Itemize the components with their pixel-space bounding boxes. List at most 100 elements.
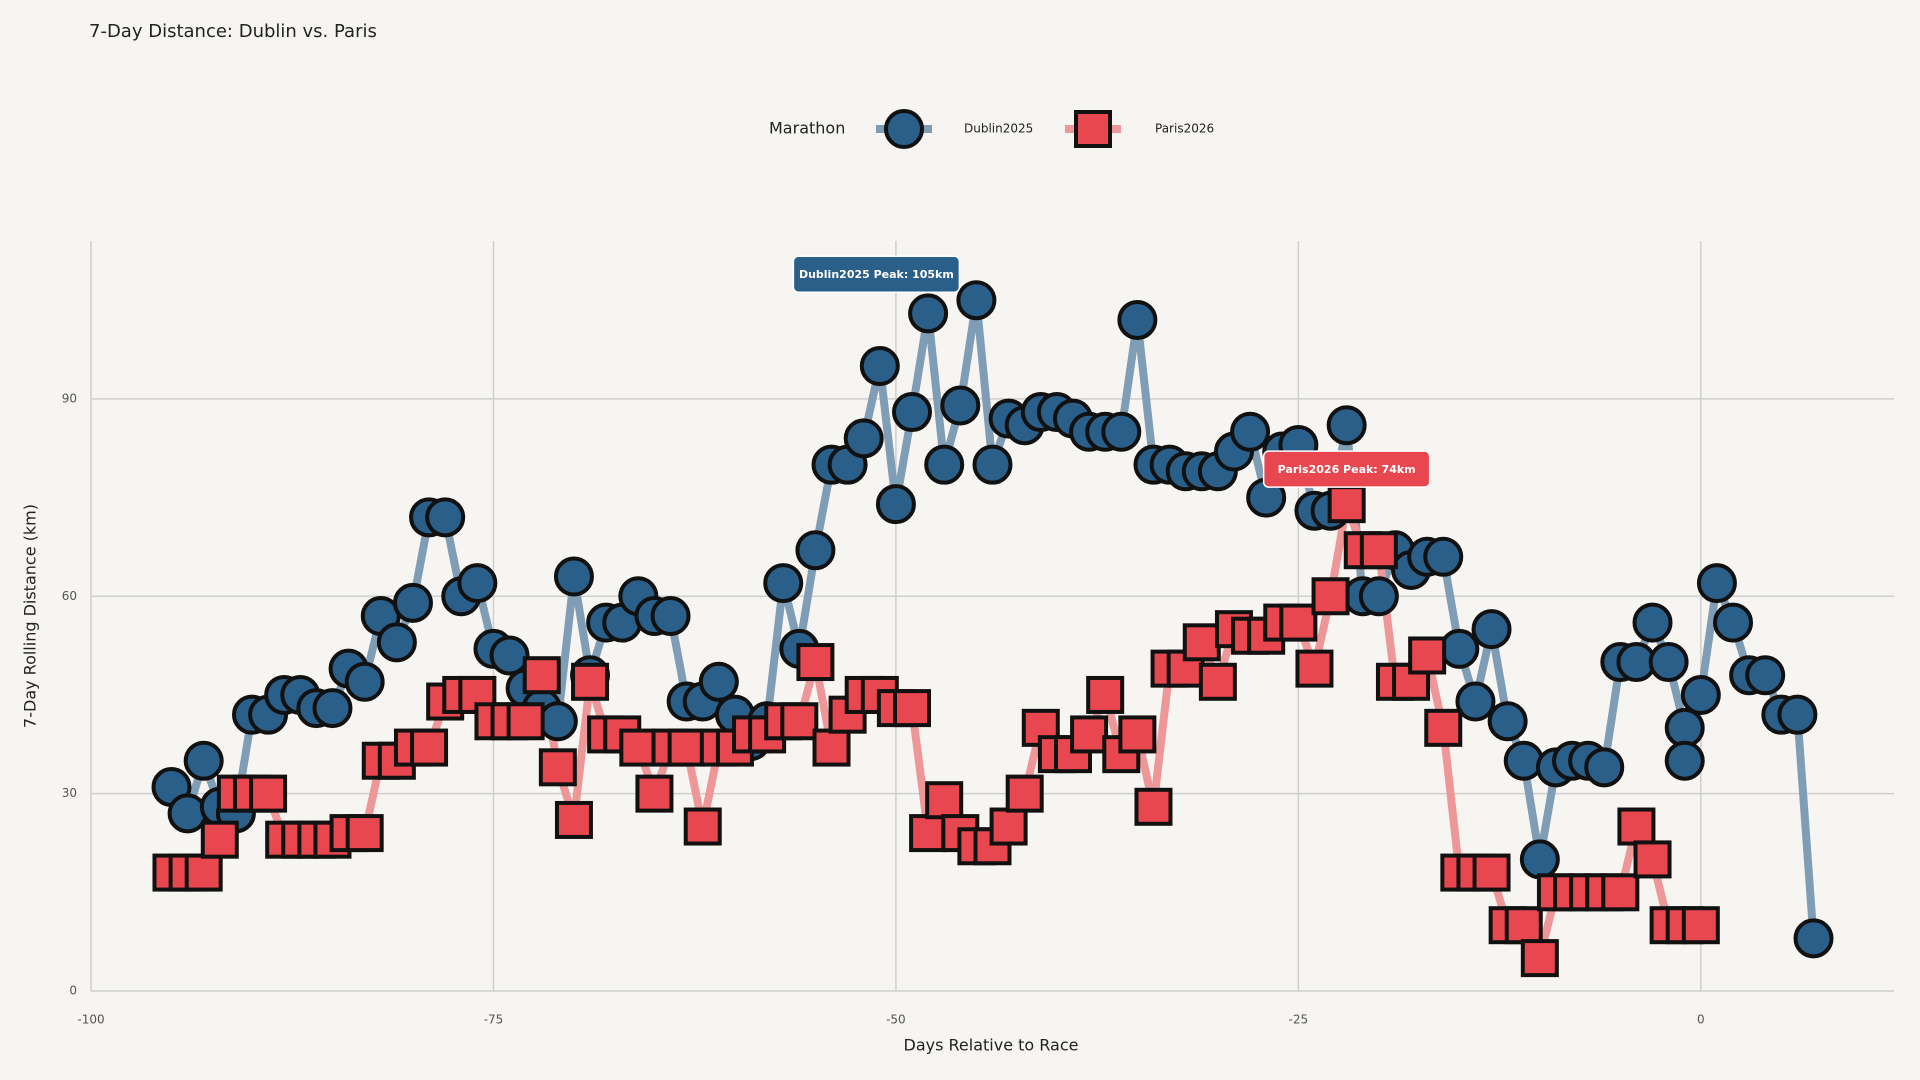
- legend-marker: [884, 109, 924, 149]
- marker: [698, 661, 739, 702]
- marker: [1326, 405, 1367, 446]
- legend-label: Paris2026: [1155, 122, 1214, 136]
- marker: [667, 728, 706, 767]
- chart-title: 7-Day Distance: Dublin vs. Paris: [89, 21, 377, 42]
- marker: [956, 280, 997, 321]
- marker: [1086, 675, 1125, 714]
- marker: [1680, 674, 1721, 715]
- marker: [1311, 577, 1350, 616]
- marker: [1519, 839, 1560, 880]
- plot-area: [151, 280, 1834, 978]
- x-tick-label: -25: [1289, 1013, 1309, 1027]
- marker: [1359, 531, 1398, 570]
- marker: [1070, 715, 1109, 754]
- marker: [1117, 299, 1158, 340]
- marker: [1664, 707, 1705, 748]
- marker: [1455, 681, 1496, 722]
- marker: [1504, 906, 1543, 945]
- marker: [1101, 411, 1142, 452]
- marker: [1424, 708, 1463, 747]
- y-tick-label: 90: [62, 391, 77, 405]
- marker: [909, 814, 948, 853]
- marker: [940, 385, 981, 426]
- marker: [249, 774, 288, 813]
- marker: [1423, 536, 1464, 577]
- marker: [1487, 701, 1528, 742]
- legend-title: Marathon: [769, 119, 845, 138]
- marker: [1696, 563, 1737, 604]
- marker: [457, 563, 498, 604]
- marker: [859, 346, 900, 386]
- marker: [1745, 655, 1786, 696]
- marker: [1664, 740, 1705, 781]
- x-tick-label: -75: [484, 1013, 504, 1027]
- marker: [183, 740, 224, 781]
- marker: [1134, 787, 1173, 826]
- marker: [780, 702, 819, 741]
- marker: [538, 748, 577, 787]
- marker: [989, 807, 1028, 846]
- y-tick-label: 30: [62, 786, 77, 800]
- marker: [1503, 740, 1544, 781]
- marker: [1471, 609, 1512, 650]
- legend-marker: [1074, 110, 1112, 148]
- marker: [1520, 939, 1559, 978]
- marker: [425, 497, 466, 538]
- marker: [345, 814, 384, 853]
- marker: [200, 820, 239, 859]
- marker: [1182, 623, 1221, 662]
- marker: [392, 582, 433, 623]
- marker: [1198, 662, 1237, 701]
- y-tick-label: 0: [69, 984, 77, 998]
- marker: [184, 853, 223, 892]
- marker: [1408, 636, 1447, 675]
- y-axis-label: 7-Day Rolling Distance (km): [21, 504, 40, 728]
- marker: [1358, 576, 1399, 617]
- marker: [843, 418, 884, 459]
- marker: [650, 596, 691, 636]
- marker: [1681, 906, 1720, 945]
- marker: [683, 807, 722, 846]
- marker: [554, 800, 593, 839]
- marker: [553, 556, 594, 597]
- marker: [522, 656, 561, 695]
- marker: [571, 662, 610, 701]
- marker: [1472, 853, 1511, 892]
- marker: [1295, 649, 1334, 688]
- marker: [1617, 807, 1656, 846]
- marker: [908, 293, 949, 334]
- marker: [1632, 602, 1673, 643]
- marker: [1633, 840, 1672, 879]
- marker: [312, 688, 353, 729]
- marker: [875, 484, 916, 525]
- marker: [1005, 774, 1044, 813]
- x-axis-label: Days Relative to Race: [904, 1036, 1079, 1055]
- marker: [344, 661, 385, 702]
- marker: [167, 793, 208, 834]
- marker: [1327, 485, 1366, 524]
- marker: [796, 643, 835, 682]
- marker: [795, 530, 836, 571]
- marker: [1279, 603, 1318, 642]
- marker: [410, 728, 449, 767]
- marker: [489, 635, 530, 676]
- x-tick-label: 0: [1697, 1013, 1705, 1027]
- legend-label: Dublin2025: [964, 122, 1033, 136]
- marker: [1230, 411, 1271, 452]
- marker: [1584, 747, 1625, 788]
- marker: [893, 689, 932, 728]
- marker: [763, 563, 804, 604]
- marker: [1713, 602, 1754, 643]
- marker: [376, 622, 417, 663]
- marker: [1648, 642, 1689, 683]
- annotation-box: [1262, 450, 1431, 488]
- x-tick-label: -50: [886, 1013, 906, 1027]
- marker: [812, 728, 851, 767]
- marker: [925, 781, 964, 820]
- annotation: Paris2026 Peak: 74km: [1278, 463, 1416, 476]
- y-tick-label: 60: [62, 589, 77, 603]
- marker: [635, 774, 674, 813]
- marker: [972, 444, 1013, 485]
- marker: [1777, 694, 1818, 735]
